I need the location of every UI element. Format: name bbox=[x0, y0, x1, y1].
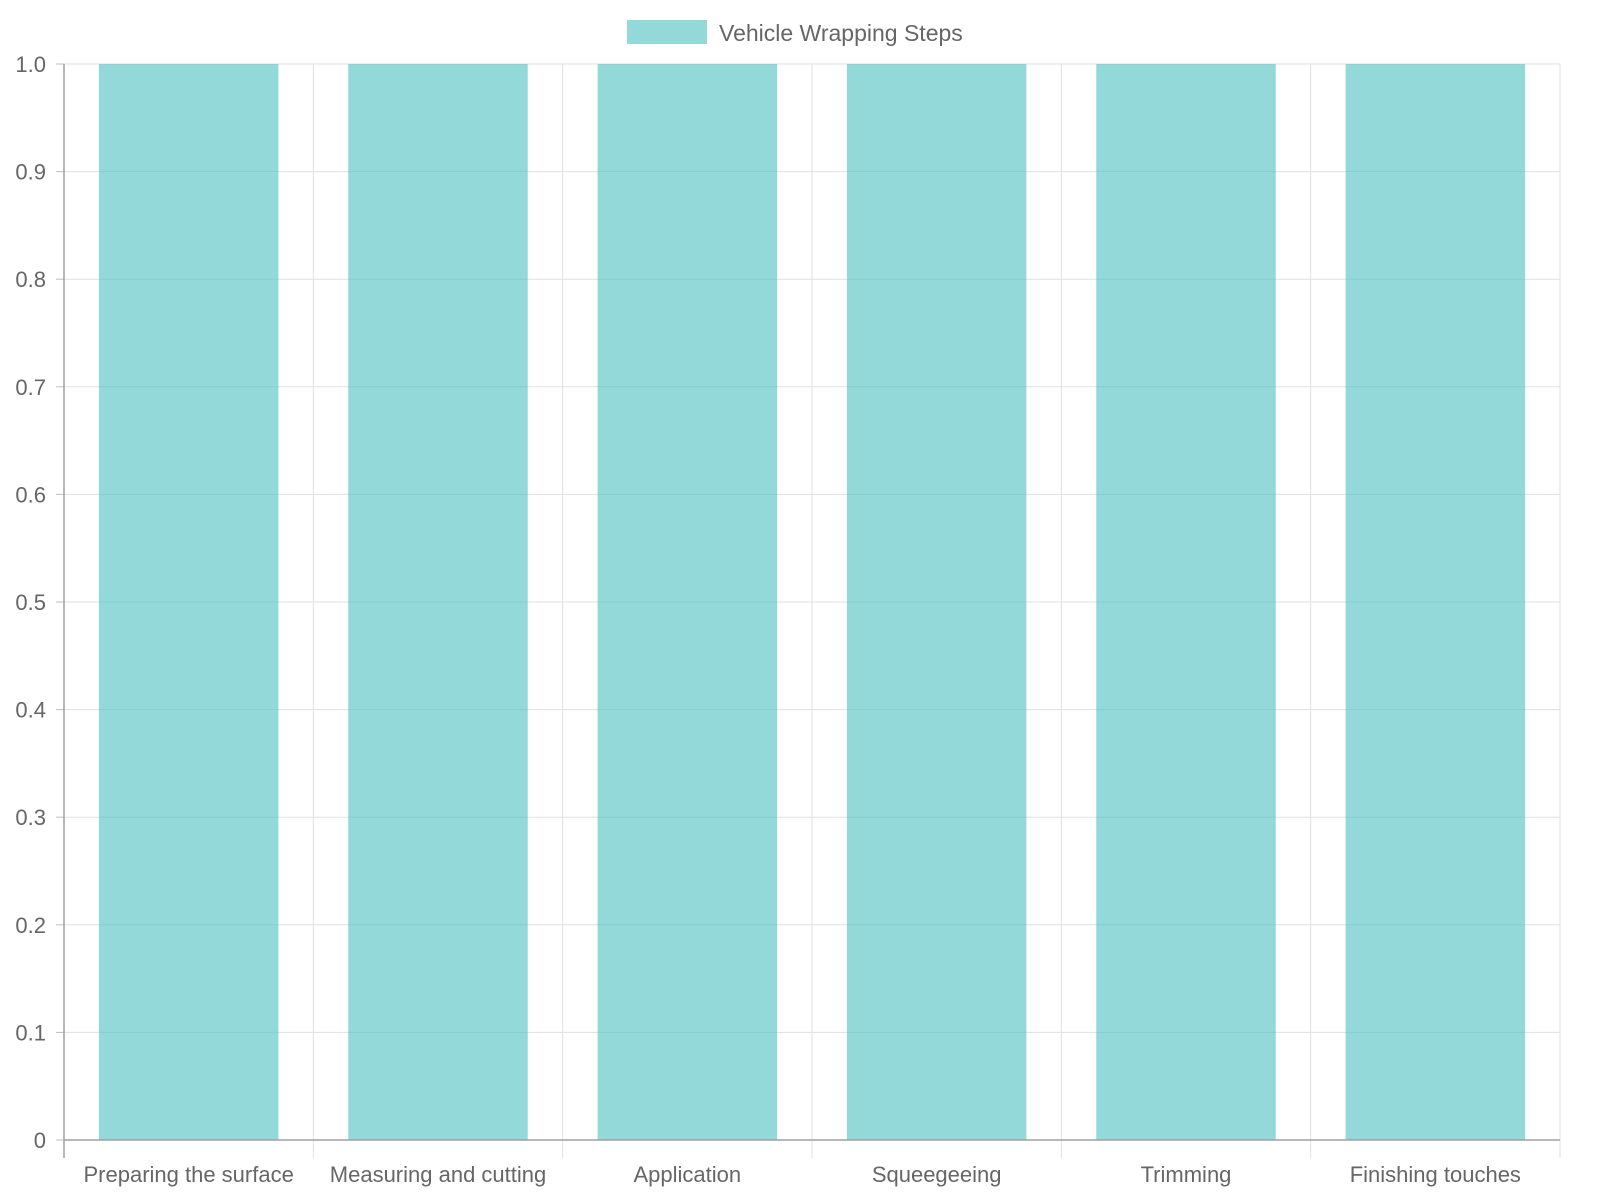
x-tick-label: Measuring and cutting bbox=[330, 1162, 546, 1187]
y-tick-label: 0.6 bbox=[15, 482, 46, 507]
y-tick-label: 0.8 bbox=[15, 267, 46, 292]
bars bbox=[98, 64, 1526, 1140]
y-tick-label: 0.2 bbox=[15, 913, 46, 938]
x-tick-label: Preparing the surface bbox=[83, 1162, 293, 1187]
x-tick-label: Application bbox=[634, 1162, 742, 1187]
legend-swatch[interactable] bbox=[627, 20, 707, 44]
x-tick-label: Trimming bbox=[1141, 1162, 1232, 1187]
x-tick-labels: Preparing the surface Measuring and cutti… bbox=[83, 1162, 1520, 1187]
bar[interactable] bbox=[348, 64, 528, 1140]
bar[interactable] bbox=[846, 64, 1027, 1140]
y-tick-label: 0 bbox=[34, 1128, 46, 1153]
x-tick-label: Finishing touches bbox=[1350, 1162, 1521, 1187]
legend-label[interactable]: Vehicle Wrapping Steps bbox=[719, 20, 963, 46]
bar[interactable] bbox=[1345, 64, 1526, 1140]
y-tick-label: 0.5 bbox=[15, 590, 46, 615]
y-tick-label: 0.9 bbox=[15, 160, 46, 185]
y-tick-label: 0.7 bbox=[15, 375, 46, 400]
y-tick-label: 0.4 bbox=[15, 698, 46, 723]
legend[interactable]: Vehicle Wrapping Steps bbox=[627, 20, 963, 46]
grid-lines bbox=[56, 63, 1561, 1158]
x-tick-label: Squeegeeing bbox=[872, 1162, 1002, 1187]
axes bbox=[63, 64, 1560, 1158]
bar[interactable] bbox=[1096, 64, 1276, 1140]
bar[interactable] bbox=[597, 64, 778, 1140]
y-tick-label: 0.3 bbox=[15, 805, 46, 830]
y-tick-label: 0.1 bbox=[15, 1020, 46, 1045]
bar[interactable] bbox=[98, 64, 279, 1140]
y-tick-label: 1.0 bbox=[15, 52, 46, 77]
y-tick-labels: 0 0.1 0.2 0.3 0.4 0.5 0.6 0.7 0.8 0.9 1.0 bbox=[15, 52, 46, 1153]
